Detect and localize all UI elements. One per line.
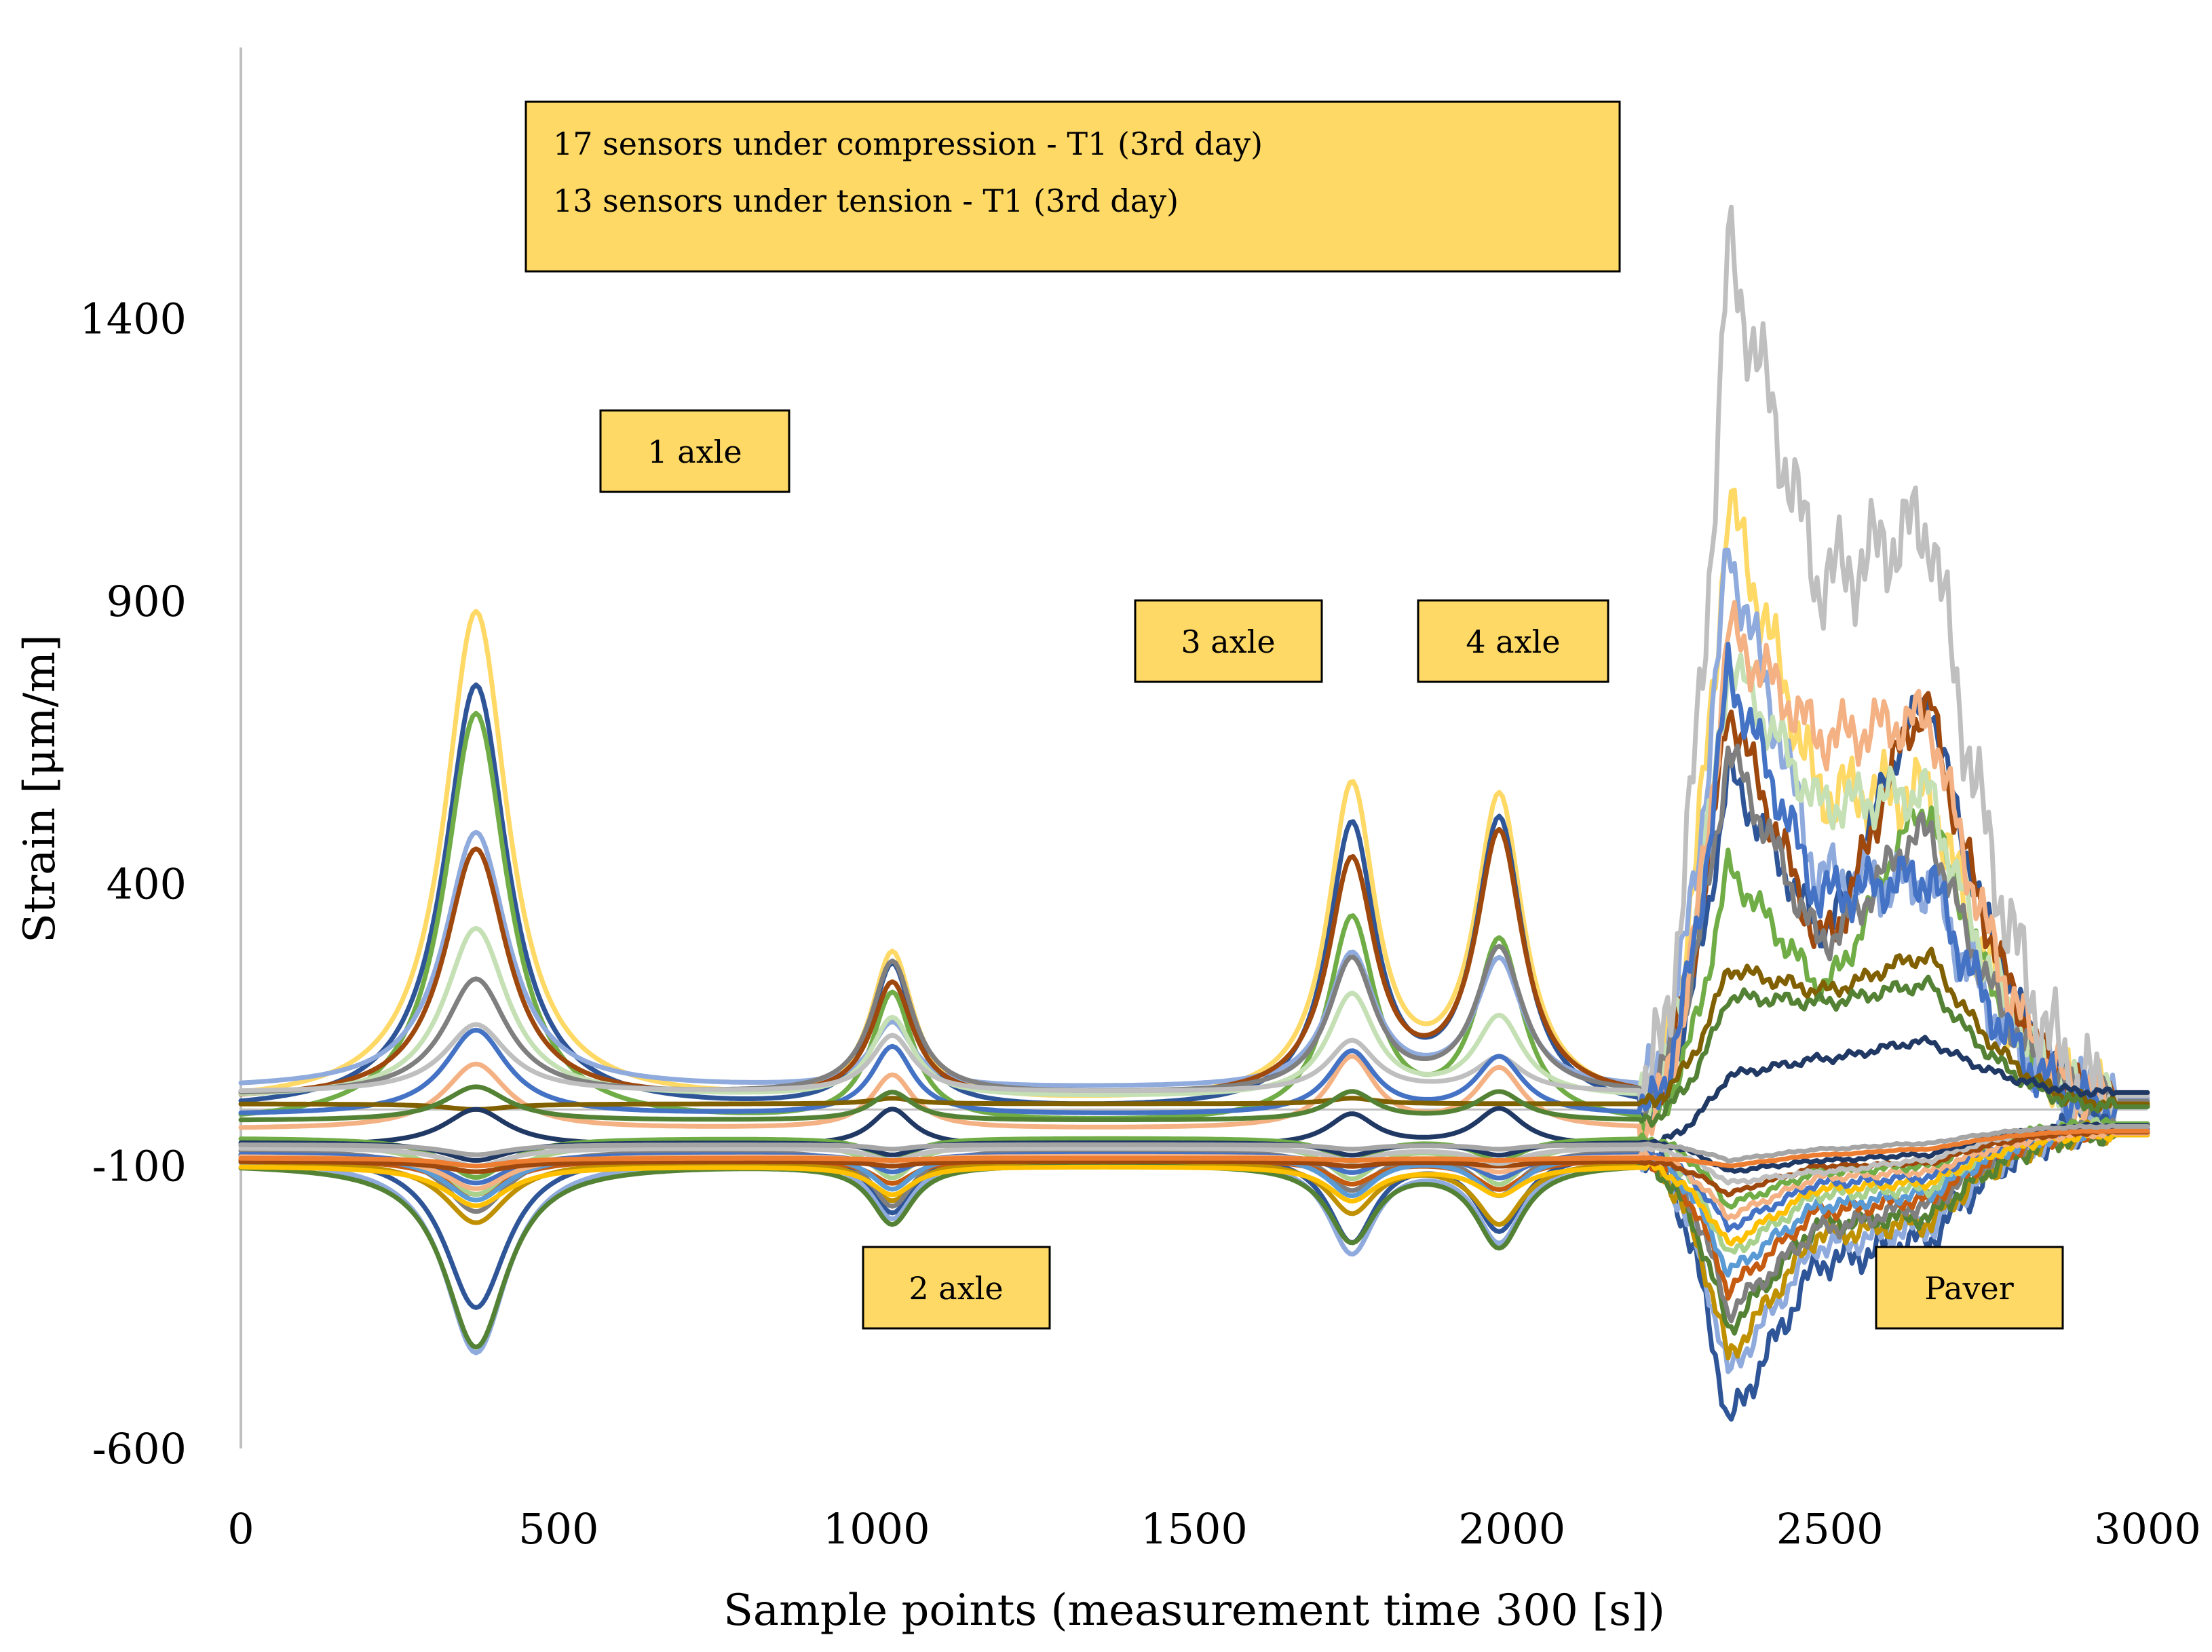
x-tick-label: 500 xyxy=(518,1504,598,1554)
series-line-compression-13 xyxy=(238,1128,2150,1197)
tick-layer: 0 500 1000 1500 2000 2500 3000 -600 -100 400 900 14… xyxy=(79,294,2201,1554)
annotation-2-axle: 2 axle xyxy=(862,1246,1051,1330)
y-tick-label: 900 xyxy=(107,577,187,626)
series-line-tension-9 xyxy=(238,204,2150,1139)
x-tick-label: 1500 xyxy=(1141,1504,1248,1554)
y-tick-label: 1400 xyxy=(79,294,187,344)
series-line-compression-9 xyxy=(238,1128,2150,1247)
legend-entry-compression: 17 sensors under compression - T1 (3rd d… xyxy=(553,126,1263,162)
series-line-compression-17 xyxy=(238,1123,2150,1164)
annotation-1-axle: 1 axle xyxy=(599,409,790,493)
series-line-tension-11 xyxy=(238,946,2150,1114)
y-tick-label: -600 xyxy=(92,1424,187,1474)
legend-box: 17 sensors under compression - T1 (3rd d… xyxy=(525,100,1621,273)
annotation-box xyxy=(1875,1246,2064,1330)
series-line-tension-10 xyxy=(238,641,2150,1134)
legend-background xyxy=(525,100,1621,273)
annotation-box xyxy=(599,409,790,493)
annotation-box xyxy=(1417,599,1609,683)
series-line-tension-4 xyxy=(238,548,2150,1130)
y-tick-label: -100 xyxy=(92,1142,187,1191)
annotation-label: 1 axle xyxy=(647,434,742,470)
series-line-tension-12 xyxy=(238,974,2150,1128)
annotation-paver: Paver xyxy=(1875,1246,2064,1330)
annotation-label: 4 axle xyxy=(1466,623,1560,660)
series-line-compression-14 xyxy=(238,1121,2150,1186)
series-line-tension-6 xyxy=(238,652,2150,1132)
x-tick-label: 3000 xyxy=(2094,1504,2201,1554)
series-layer xyxy=(238,204,2150,1422)
y-tick-label: 400 xyxy=(107,859,187,908)
y-axis-title: Strain [μm/m] xyxy=(15,634,65,943)
legend-entry-tension: 13 sensors under tension - T1 (3rd day) xyxy=(553,183,1179,219)
axes-layer xyxy=(240,47,2148,1448)
x-tick-label: 0 xyxy=(227,1504,254,1554)
annotation-box xyxy=(1134,599,1323,683)
annotation-label: 2 axle xyxy=(909,1270,1003,1307)
annotation-box xyxy=(862,1246,1051,1330)
series-line-tension-1 xyxy=(238,487,2150,1142)
annotation-4-axle: 4 axle xyxy=(1417,599,1609,683)
series-line-compression-16 xyxy=(238,1128,2150,1169)
annotation-3-axle: 3 axle xyxy=(1134,599,1323,683)
annotation-label: Paver xyxy=(1924,1270,2014,1307)
annotation-label: 3 axle xyxy=(1181,623,1275,660)
x-tick-label: 2500 xyxy=(1776,1504,1884,1554)
x-axis-title: Sample points (measurement time 300 [s]) xyxy=(723,1586,1665,1636)
x-tick-label: 2000 xyxy=(1458,1504,1565,1554)
series-line-tension-8 xyxy=(238,600,2150,1166)
x-tick-label: 1000 xyxy=(823,1504,930,1554)
